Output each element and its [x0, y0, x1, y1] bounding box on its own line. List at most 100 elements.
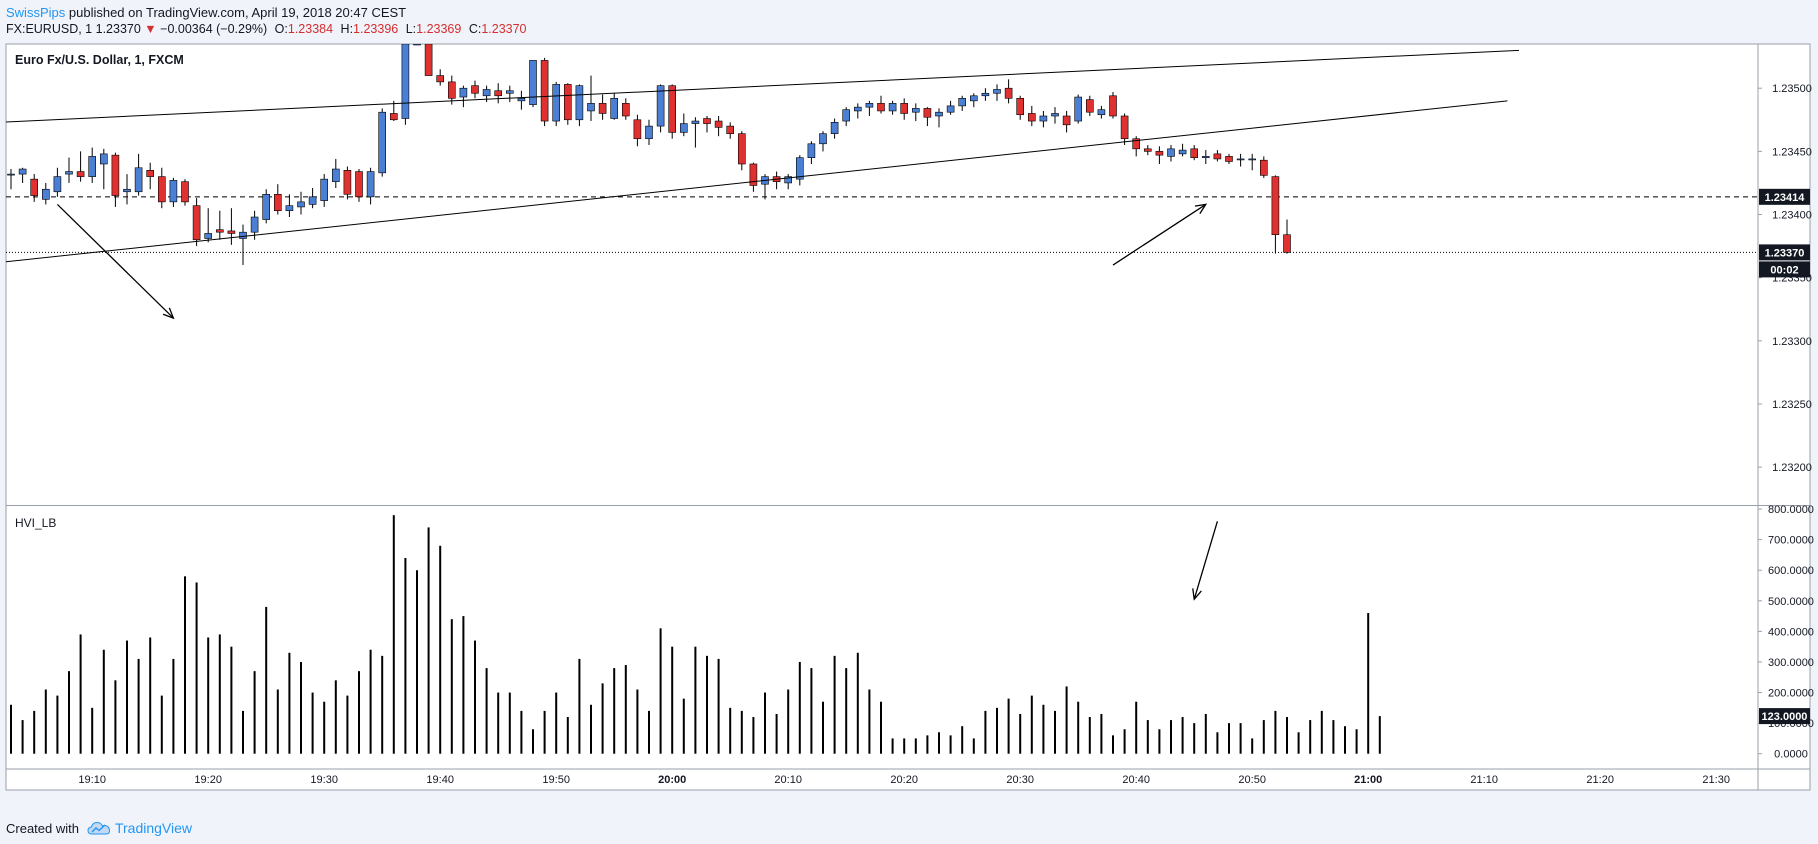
- candle: [1074, 94, 1082, 124]
- volume-bar: [369, 649, 372, 754]
- price-tick-label: 1.23250: [1772, 399, 1812, 411]
- candle: [123, 174, 131, 205]
- volume-bar: [68, 671, 70, 754]
- volume-bar: [972, 738, 975, 754]
- volume-bar: [926, 735, 929, 754]
- candle-body: [633, 119, 642, 140]
- trendlines[interactable]: [0, 49, 1520, 263]
- candle-body: [401, 44, 410, 119]
- arrow-annotation[interactable]: [1192, 521, 1219, 601]
- volume-bar: [1065, 686, 1068, 754]
- author-link[interactable]: SwissPips: [6, 5, 66, 20]
- candle-body: [888, 103, 897, 112]
- candle: [679, 113, 688, 137]
- candle: [1167, 145, 1175, 162]
- candle-body: [204, 233, 212, 239]
- indicator-tick-label: 0.0000: [1774, 749, 1808, 761]
- volume-bar: [450, 619, 453, 754]
- volume-bar: [1320, 710, 1323, 754]
- time-tick-label: 21:10: [1470, 774, 1498, 786]
- price-axis[interactable]: 1.232001.232501.233001.233501.234001.234…: [1758, 83, 1812, 474]
- arrow-annotation[interactable]: [56, 203, 175, 320]
- trendline[interactable]: [0, 49, 1520, 123]
- candle: [969, 93, 978, 108]
- candle: [795, 155, 804, 186]
- time-tick-label: 19:50: [542, 774, 570, 786]
- countdown-tag-text: 00:02: [1770, 264, 1798, 276]
- price-label-tag-bg: [1759, 244, 1810, 261]
- candle: [529, 60, 537, 108]
- candle: [308, 187, 317, 209]
- tradingview-logo[interactable]: TradingView: [87, 820, 192, 836]
- change-down-icon: ▼: [144, 22, 157, 36]
- volume-bar: [775, 713, 778, 754]
- annotation-arrows[interactable]: [56, 203, 1208, 320]
- candle-body: [807, 143, 816, 158]
- candle-body: [830, 122, 839, 134]
- volume-bar: [1332, 720, 1335, 754]
- volume-bar: [160, 695, 163, 754]
- candle-body: [459, 87, 468, 98]
- candle: [471, 80, 479, 99]
- candle: [1097, 105, 1106, 119]
- candle-body: [1271, 176, 1280, 236]
- candle: [900, 98, 909, 120]
- candle: [1016, 95, 1025, 120]
- indicator-annotation-arrows[interactable]: [1192, 521, 1219, 601]
- published-info: published on TradingView.com, April 19, …: [68, 5, 407, 20]
- arrow-head: [1194, 203, 1208, 215]
- volume-bar: [381, 655, 384, 754]
- candle-body: [1190, 148, 1198, 158]
- candle-body: [1039, 115, 1048, 122]
- candle: [877, 95, 885, 114]
- candle: [297, 191, 305, 215]
- candle: [1178, 143, 1187, 157]
- indicator-axis[interactable]: 0.0000100.0000200.0000300.0000400.000050…: [1758, 504, 1814, 761]
- volume-bar: [1007, 698, 1010, 754]
- candle-body: [784, 176, 793, 184]
- candle-body: [76, 171, 85, 177]
- candle: [703, 115, 711, 133]
- volume-bar: [462, 616, 465, 754]
- volume-bar: [555, 692, 558, 754]
- candle: [749, 162, 758, 192]
- volume-bar: [485, 668, 488, 754]
- indicator-pane-title: HVI_LB: [15, 516, 56, 530]
- volume-bar: [961, 726, 964, 754]
- candle: [575, 84, 584, 127]
- candle-body: [865, 103, 874, 108]
- volume-bar: [195, 582, 198, 754]
- candle: [424, 44, 433, 76]
- volume-bar: [1274, 710, 1277, 754]
- candle: [1109, 91, 1117, 119]
- symbol-name: FX:EURUSD, 1: [6, 22, 93, 36]
- candle-body: [587, 103, 595, 112]
- volume-bar: [33, 710, 36, 754]
- indicator-value-tag-bg: [1759, 708, 1810, 725]
- candle: [7, 169, 15, 190]
- symbol-line: FX:EURUSD, 1 1.23370 ▼ −0.00364 (−0.29%)…: [6, 22, 527, 37]
- candle-body: [18, 168, 27, 175]
- volume-bar: [949, 735, 952, 754]
- trendline[interactable]: [0, 100, 1508, 263]
- time-tick-label: 19:40: [426, 774, 454, 786]
- candle: [830, 118, 839, 139]
- volume-bar: [578, 658, 581, 754]
- volume-bar: [1344, 726, 1346, 754]
- volume-bar: [717, 658, 720, 754]
- candle-body: [53, 176, 62, 193]
- close-value: 1.23370: [481, 22, 527, 36]
- time-tick-label: 20:40: [1122, 774, 1150, 786]
- candle: [633, 114, 642, 147]
- time-axis[interactable]: 19:10 19:20 19:30 19:40 19:50 20:00 20:10 20:20…: [78, 774, 1730, 786]
- candle-body: [900, 103, 909, 114]
- candle: [389, 100, 398, 122]
- candle-body: [1062, 115, 1071, 126]
- candle-body: [1097, 109, 1106, 116]
- candle-body: [505, 90, 514, 94]
- arrow-annotation[interactable]: [1112, 203, 1208, 266]
- volume-bar: [218, 634, 221, 754]
- candle-body: [853, 106, 862, 112]
- volume-bar: [276, 689, 279, 754]
